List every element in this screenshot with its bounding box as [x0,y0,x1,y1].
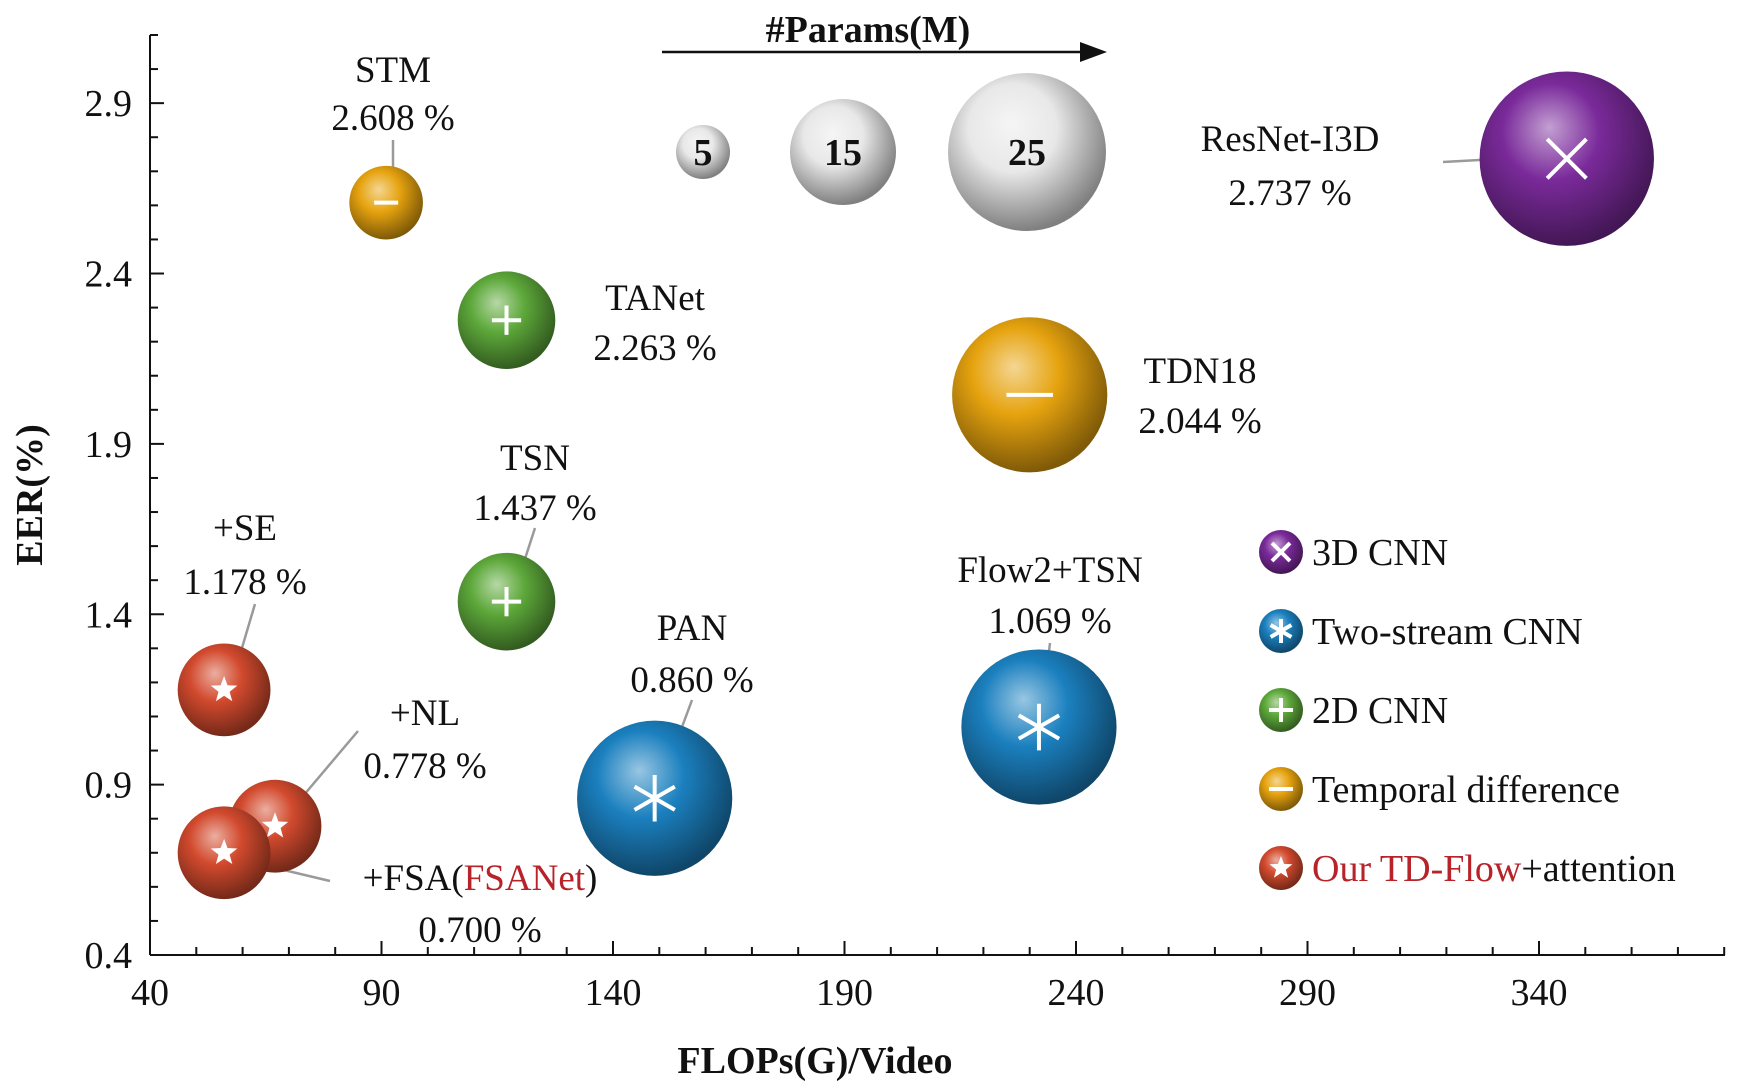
bubble-name-label: ResNet-I3D [1201,119,1380,160]
x-tick-label: 140 [585,972,642,1014]
cross-marker [1545,137,1588,180]
legend-asterisk-icon [1269,619,1293,643]
asterisk-marker [633,774,676,822]
category-legend: 3D CNN Two-stream CNN 2D CNN Temporal diffe… [1259,530,1676,890]
bubble-value-label: 1.437 % [473,488,596,529]
bubble-name-text: TSN [500,438,570,479]
y-tick-label: 0.9 [85,765,133,807]
bubble-name-text: TANet [605,278,706,319]
bubble-name-text: ResNet-I3D [1201,119,1380,160]
size-legend-bubble [790,99,896,205]
bubble-name-text: Flow2+TSN [957,550,1142,591]
y-tick-label: 0.4 [85,935,133,977]
legend-label: Two-stream CNN [1312,611,1583,653]
legend-label: Temporal difference [1312,769,1620,811]
bubble-name-label: +NL [390,693,460,734]
y-tick-label: 1.4 [85,594,133,636]
x-tick-label: 190 [816,972,873,1014]
legend-label-suffix: +attention [1521,848,1675,890]
bubble-name-label: TSN [500,438,570,479]
bubble-value-label: 1.069 % [988,601,1111,642]
legend-label: 2D CNN [1312,690,1448,732]
asterisk-marker [1017,703,1061,751]
bubble-value-label: 1.178 % [183,562,306,603]
legend-label-text: Temporal difference [1312,769,1620,811]
size-legend-value: 5 [694,132,713,174]
star-marker [210,676,238,702]
bubble-value-label: 2.608 % [331,98,454,139]
bubble-name-label: +FSA(FSANet) [363,858,598,899]
star-marker [210,838,238,864]
bubble-value-label: 0.778 % [363,746,486,787]
bubble-name-text: +FSA( [363,858,464,899]
bubble-name-suffix: ) [585,858,597,899]
x-tick-label: 240 [1048,972,1105,1014]
legend-label-text: Our TD-Flow [1312,848,1522,890]
bubble-name-text: +SE [213,508,277,549]
bubble-name-label: TDN18 [1143,351,1256,392]
bubble-value-label: 0.860 % [630,660,753,701]
bubble-name-highlight: FSANet [464,858,586,899]
x-tick-label: 290 [1279,972,1336,1014]
bubble-value-label: 2.263 % [593,328,716,369]
x-tick-label: 40 [131,972,169,1014]
bubble-name-text: +NL [390,693,460,734]
y-tick-label: 1.9 [85,424,133,466]
x-tick-label: 340 [1511,972,1568,1014]
size-legend-bubble [948,73,1106,231]
bubble-labels: STM 2.608 % TANet 2.263 % TSN 1.437 % +SE 1.178… [183,50,1379,951]
x-axis-title: FLOPs(G)/Video [677,1040,952,1082]
bubble-name-text: PAN [657,608,728,649]
size-legend-value: 25 [1008,132,1046,174]
bubble-value-label: 0.700 % [418,910,541,951]
size-legend-arrowhead [1080,42,1107,62]
legend-cross-icon [1270,541,1292,563]
bubble-name-label: STM [355,50,431,91]
bubble-name-text: TDN18 [1143,351,1256,392]
size-legend-bubble [676,125,730,179]
size-legend-value: 15 [824,132,862,174]
y-axis-title: EER(%) [9,424,51,565]
axes: 40 90 140 190 240 290 340 0.4 0.9 1.4 1.9 2.4 2.9 FLO… [9,34,1726,1082]
y-tick-label: 2.9 [85,83,133,125]
legend-label-text: 3D CNN [1312,532,1448,574]
x-tick-label: 90 [363,972,401,1014]
bubble-name-label: +SE [213,508,277,549]
legend-plus-icon [1269,698,1293,722]
legend-label: 3D CNN [1312,532,1448,574]
plus-marker [491,305,522,335]
legend-label-text: 2D CNN [1312,690,1448,732]
bubble-name-label: PAN [657,608,728,649]
legend-label-text: Two-stream CNN [1312,611,1583,653]
bubble-value-label: 2.737 % [1228,173,1351,214]
bubble-name-label: Flow2+TSN [957,550,1142,591]
size-legend-title: #Params(M) [766,9,971,51]
legend-star-icon [1269,856,1293,878]
bubble-name-text: STM [355,50,431,91]
bubble-name-label: TANet [605,278,706,319]
legend-label: Our TD-Flow+attention [1312,848,1676,890]
bubbles [177,71,1654,900]
y-tick-label: 2.4 [85,254,133,296]
size-legend: #Params(M) 5 15 25 [662,9,1107,231]
plus-marker [491,587,522,617]
bubble-value-label: 2.044 % [1138,401,1261,442]
star-marker [261,812,289,838]
